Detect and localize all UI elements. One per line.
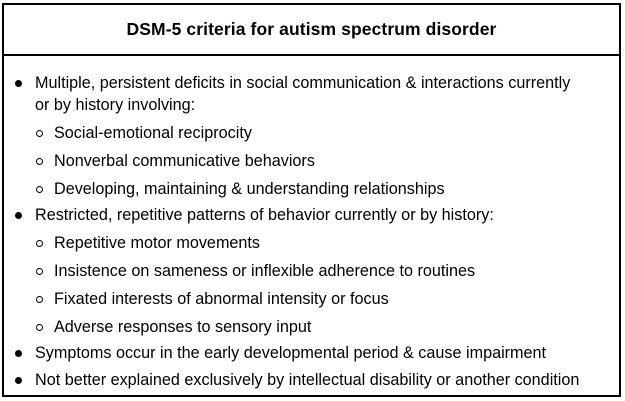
filled-bullet-icon: [15, 377, 22, 384]
criteria-card: DSM-5 criteria for autism spectrum disor…: [2, 3, 621, 397]
hollow-bullet-icon: [36, 158, 43, 165]
sub-criterion-item: Nonverbal communicative behaviors: [4, 150, 619, 172]
sub-criterion-item: Social-emotional reciprocity: [4, 122, 619, 144]
criterion-text-line: Symptoms occur in the early developmenta…: [4, 342, 619, 364]
criterion-text-line: or by history involving:: [35, 96, 196, 114]
sub-criterion-item: Repetitive motor movements: [4, 232, 619, 254]
criterion-text-line: Restricted, repetitive patterns of behav…: [4, 204, 619, 226]
hollow-bullet-icon: [36, 268, 43, 275]
criteria-list: Multiple, persistent deficits in social …: [4, 56, 619, 391]
sub-criterion-item: Fixated interests of abnormal intensity …: [4, 288, 619, 310]
card-header: DSM-5 criteria for autism spectrum disor…: [4, 5, 619, 56]
filled-bullet-icon: [15, 80, 22, 87]
criterion-item: Restricted, repetitive patterns of behav…: [4, 204, 619, 338]
filled-bullet-icon: [15, 350, 22, 357]
hollow-bullet-icon: [36, 324, 43, 331]
sub-criterion-item: Insistence on sameness or inflexible adh…: [4, 260, 619, 282]
hollow-bullet-icon: [36, 186, 43, 193]
hollow-bullet-icon: [36, 296, 43, 303]
hollow-bullet-icon: [36, 130, 43, 137]
criterion-item: Symptoms occur in the early developmenta…: [4, 342, 619, 364]
criterion-item: Multiple, persistent deficits in social …: [4, 72, 619, 200]
sub-criterion-item: Developing, maintaining & understanding …: [4, 178, 619, 200]
hollow-bullet-icon: [36, 240, 43, 247]
criterion-item: Not better explained exclusively by inte…: [4, 369, 619, 391]
criterion-text-line: Multiple, persistent deficits in social …: [4, 72, 619, 94]
criterion-text-line: Not better explained exclusively by inte…: [4, 369, 619, 391]
sub-criterion-item: Adverse responses to sensory input: [4, 316, 619, 338]
filled-bullet-icon: [15, 212, 22, 219]
page-title: DSM-5 criteria for autism spectrum disor…: [126, 19, 497, 39]
